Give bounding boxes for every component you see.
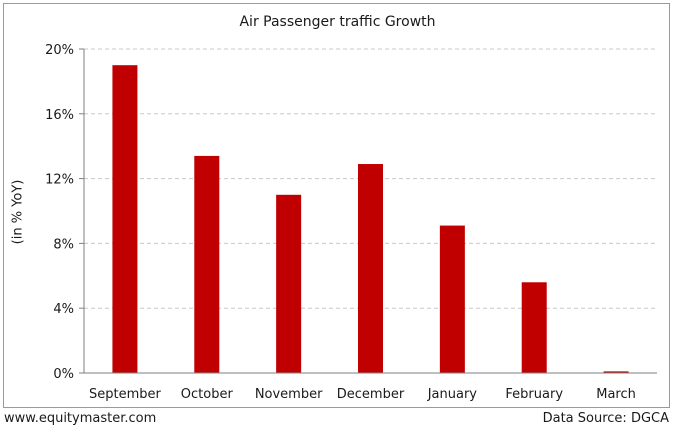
x-tick-label: September bbox=[89, 387, 162, 402]
bar-december bbox=[358, 164, 383, 373]
y-tick-label: 4% bbox=[53, 302, 74, 317]
x-tick-label: March bbox=[596, 387, 636, 402]
x-tick-label: December bbox=[337, 387, 405, 402]
x-tick-label: November bbox=[255, 387, 323, 402]
bar-february bbox=[521, 282, 547, 373]
x-tick-label: October bbox=[181, 387, 234, 402]
footer-website: www.equitymaster.com bbox=[4, 411, 157, 426]
x-tick-label: January bbox=[427, 387, 478, 402]
bar-november bbox=[276, 194, 302, 373]
y-tick-label: 8% bbox=[53, 237, 74, 252]
chart-title: Air Passenger traffic Growth bbox=[239, 14, 436, 30]
y-tick-label: 20% bbox=[45, 43, 74, 58]
bar-march bbox=[603, 371, 629, 373]
bar-october bbox=[194, 155, 220, 373]
bar-september bbox=[112, 65, 138, 373]
y-tick-label: 16% bbox=[45, 108, 74, 123]
y-tick-label: 12% bbox=[45, 173, 74, 188]
footer-data-source: Data Source: DGCA bbox=[542, 411, 669, 426]
y-tick-label: 0% bbox=[53, 367, 74, 382]
bar-january bbox=[439, 225, 465, 373]
x-tick-label: February bbox=[505, 387, 563, 402]
